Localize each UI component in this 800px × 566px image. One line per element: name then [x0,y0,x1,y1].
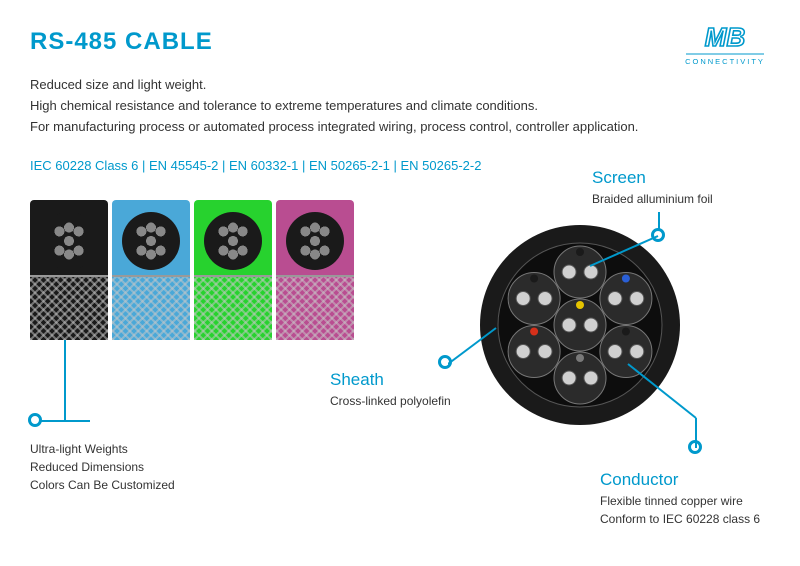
logo-bottom: CONNECTIVITY [685,57,765,66]
conductor-title: Conductor [600,470,760,490]
cable-mesh [112,275,190,340]
sheath-subtitle: Cross-linked polyolefin [330,392,451,410]
sheath-title: Sheath [330,370,451,390]
feature-line: Ultra-light Weights [30,440,175,458]
standards-line: IEC 60228 Class 6 | EN 45545-2 | EN 6033… [30,158,481,173]
conductor-annotation: Conductor Flexible tinned copper wire Co… [600,470,760,528]
cable-face-icon [204,212,262,270]
screen-annotation: Screen Braided alluminium foil [592,168,713,208]
conductor-sub1: Flexible tinned copper wire [600,492,760,510]
cable-variants-row [30,200,354,340]
feature-line: Colors Can Be Customized [30,476,175,494]
desc-line: For manufacturing process or automated p… [30,117,638,138]
cable-mesh [194,275,272,340]
callout-dot [438,355,452,369]
brand-logo: MB CONNECTIVITY [680,20,770,73]
callout-dot [688,440,702,454]
feature-line: Reduced Dimensions [30,458,175,476]
desc-line: High chemical resistance and tolerance t… [30,96,638,117]
cross-section-diagram [480,225,680,425]
cable-face-icon [40,212,98,270]
desc-line: Reduced size and light weight. [30,75,638,96]
cable-variant-magenta [276,200,354,340]
cable-mesh [276,275,354,340]
screen-title: Screen [592,168,713,188]
page-title: RS-485 CABLE [30,28,213,56]
conductor-sub2: Conform to IEC 60228 class 6 [600,510,760,528]
screen-subtitle: Braided alluminium foil [592,190,713,208]
sheath-annotation: Sheath Cross-linked polyolefin [330,370,451,410]
description-block: Reduced size and light weight. High chem… [30,75,638,137]
cable-variant-black [30,200,108,340]
callout-dot [651,228,665,242]
cable-mesh [30,275,108,340]
cable-face-icon [286,212,344,270]
cable-variant-green [194,200,272,340]
cable-variant-blue [112,200,190,340]
cable-face-icon [122,212,180,270]
logo-top: MB [705,22,745,52]
